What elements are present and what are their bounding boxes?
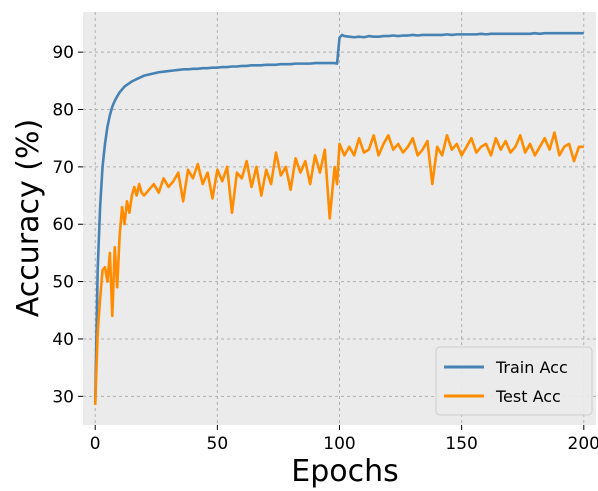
x-tick-label: 100 [323, 434, 355, 454]
y-tick-label: 30 [52, 387, 74, 407]
y-tick-label: 50 [52, 273, 74, 293]
legend-label-test: Test Acc [495, 387, 561, 406]
x-tick-label: 150 [445, 434, 477, 454]
y-tick-label: 90 [52, 43, 74, 63]
series-layer [93, 31, 584, 405]
y-tick-label: 80 [52, 101, 74, 121]
y-tick-label: 70 [52, 158, 74, 178]
x-tick-label: 0 [90, 434, 101, 454]
legend-label-train: Train Acc [495, 358, 568, 377]
x-tick-label: 50 [207, 434, 229, 454]
y-axis-title: Accuracy (%) [11, 119, 46, 317]
x-axis-title: Epochs [291, 454, 399, 489]
series-line-test [93, 131, 584, 405]
x-tick-label: 200 [568, 434, 598, 454]
series-line-train [93, 31, 584, 403]
y-tick-label: 40 [52, 330, 74, 350]
legend-box [435, 346, 593, 416]
legend: Train Acc Test Acc [435, 346, 593, 416]
axis-ticks: 30 40 50 60 70 80 90 0 50 100 150 200 [52, 43, 598, 454]
y-tick-label: 60 [52, 215, 74, 235]
